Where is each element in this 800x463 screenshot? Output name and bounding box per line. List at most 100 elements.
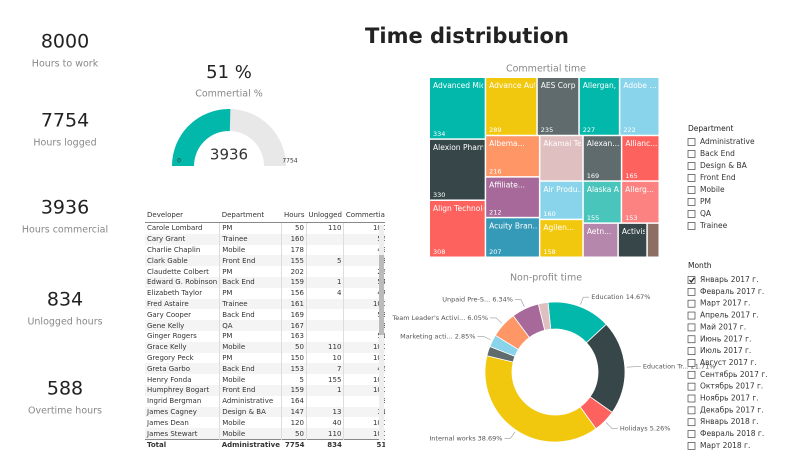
slicer-item[interactable]: Апрель 2017 г.	[700, 311, 759, 320]
tile-value: 153	[625, 214, 637, 222]
tile-value: 235	[541, 126, 553, 134]
checkbox[interactable]	[687, 150, 696, 158]
cell: QA	[219, 320, 283, 331]
checkbox[interactable]	[687, 299, 696, 308]
checkbox[interactable]	[687, 186, 696, 194]
slice-value: 2.85%	[455, 332, 476, 340]
checkbox[interactable]	[687, 276, 696, 284]
kpi-label: Hours commercial	[22, 225, 108, 236]
tile-value: 169	[587, 172, 599, 180]
checkbox[interactable]	[687, 359, 696, 367]
cell: 50	[281, 222, 307, 234]
checkbox[interactable]	[687, 138, 696, 146]
checkbox[interactable]	[687, 198, 696, 206]
tile-value: 227	[583, 126, 595, 134]
treemap-tile	[540, 136, 583, 181]
cell: 110	[306, 428, 345, 440]
cell: 100 %	[343, 428, 385, 440]
slicer-item[interactable]: Design & BA	[700, 161, 748, 170]
cell: Front End	[219, 255, 283, 267]
checkbox[interactable]	[687, 323, 696, 332]
tile-value: 207	[489, 248, 501, 256]
slice-label: Team Leader's Activi... 6.05%	[391, 314, 488, 322]
checkbox[interactable]	[687, 406, 696, 415]
slicer-item[interactable]: Июль 2017 г.	[700, 346, 751, 355]
treemap-tile	[583, 136, 621, 181]
checkbox[interactable]	[687, 162, 696, 170]
slicer-item[interactable]: QA	[700, 209, 712, 218]
kpi-label: Overtime hours	[28, 406, 102, 417]
checkbox[interactable]	[687, 430, 696, 438]
table-row: Gregory PeckPM15010100 %	[145, 352, 385, 364]
treemap-tile	[430, 139, 485, 200]
cell: 202	[281, 266, 307, 277]
cell: 100 %	[343, 417, 385, 429]
treemap-tile	[486, 177, 539, 217]
slicer-item[interactable]: Январь 2017 г.	[700, 275, 759, 284]
slicer-item[interactable]: PM	[700, 197, 711, 206]
developer-table: Developer Department Hours Unlogged Commerti…	[145, 208, 385, 454]
slicer-item[interactable]: Administrative	[700, 137, 755, 146]
slicer-item[interactable]: Февраль 2017 г.	[700, 287, 764, 296]
slicer-item[interactable]: Май 2017 г.	[700, 322, 746, 331]
checkbox[interactable]	[687, 347, 696, 355]
total-cell: 7754	[281, 438, 307, 451]
slicer-item[interactable]: Январь 2018 г.	[700, 417, 759, 426]
scrollbar[interactable]	[379, 225, 384, 440]
slicer-item[interactable]: Август 2017 г.	[700, 358, 757, 367]
slicer-item[interactable]: Декабрь 2017 г.	[700, 405, 764, 414]
cell: Gregory Peck	[145, 352, 221, 364]
slicer-item[interactable]: Октябрь 2017 г.	[700, 382, 763, 391]
tile-value: 308	[433, 248, 445, 256]
checkbox[interactable]	[687, 174, 696, 182]
cell: 159	[281, 276, 307, 288]
checkbox[interactable]	[687, 288, 696, 296]
tile-label: Allergan, Plc	[583, 81, 629, 90]
cell: 7	[306, 363, 345, 375]
slice-value: 6.05%	[467, 314, 488, 322]
checkbox[interactable]	[687, 394, 696, 403]
slicer-item[interactable]: Март 2018 г.	[700, 441, 750, 450]
tile-value: 165	[625, 172, 637, 180]
donut-title: Non-profit time	[510, 273, 582, 284]
cell: Henry Fonda	[145, 374, 221, 385]
cell: Charlie Chaplin	[145, 244, 221, 256]
tile-value: 334	[433, 130, 445, 138]
cell: PM	[219, 287, 283, 299]
cell: 110	[306, 341, 345, 353]
slicer-item[interactable]: Front End	[700, 173, 736, 182]
slicer-item[interactable]: Сентябрь 2017 г.	[700, 370, 768, 379]
checkbox[interactable]	[687, 442, 696, 450]
slicer-item[interactable]: Ноябрь 2017 г.	[700, 394, 759, 403]
cell: 150	[281, 352, 307, 364]
gauge-max: 7754	[282, 158, 297, 165]
checkbox[interactable]	[687, 222, 696, 230]
checkbox[interactable]	[687, 418, 696, 427]
scroll-thumb[interactable]	[379, 255, 384, 335]
cell: Mobile	[219, 374, 283, 385]
slicer-item[interactable]: Февраль 2018 г.	[700, 429, 764, 438]
checkbox[interactable]	[687, 382, 696, 391]
cell: 50	[281, 341, 307, 353]
slicer-item[interactable]: Mobile	[700, 185, 725, 194]
table-row: Gene KellyQA1673 %	[145, 320, 385, 331]
cell: Greta Garbo	[145, 363, 221, 375]
slicer-item[interactable]: Июнь 2017 г.	[700, 334, 751, 343]
column-header: Unlogged	[306, 208, 344, 223]
checkbox[interactable]	[687, 210, 696, 218]
cell: Fred Astaire	[145, 298, 221, 310]
checkbox[interactable]	[687, 370, 696, 379]
table-row: James StewartMobile50110100 %	[145, 428, 385, 440]
slice-name: Education Tr...	[643, 363, 689, 371]
slice-label: Education Tr... 21.71%	[643, 363, 716, 371]
tile-value: 160	[543, 210, 555, 218]
checkbox[interactable]	[687, 335, 696, 344]
cell: 100 %	[343, 374, 385, 385]
slicer-item[interactable]: Trainee	[699, 221, 728, 230]
slicer-item[interactable]: Март 2017 г.	[700, 299, 750, 308]
leader-line	[477, 335, 491, 341]
cell: Mobile	[219, 417, 283, 429]
slicer-item[interactable]: Back End	[700, 149, 735, 158]
checkbox[interactable]	[687, 311, 696, 320]
